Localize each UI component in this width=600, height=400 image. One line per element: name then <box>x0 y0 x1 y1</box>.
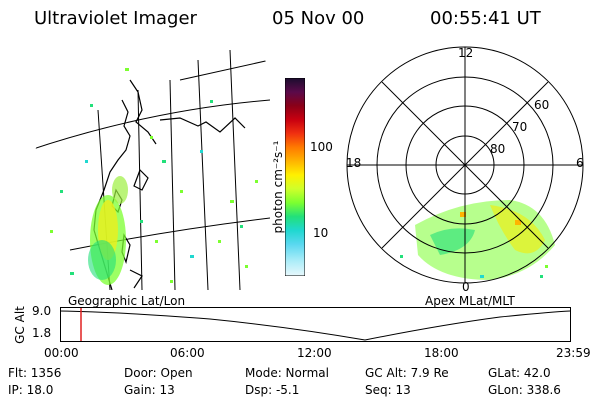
info-seq: Seq: 13 <box>365 383 411 397</box>
polar-emission <box>400 200 555 280</box>
lat-label-70: 70 <box>512 120 528 134</box>
info-glat: GLat: 42.0 <box>488 366 551 380</box>
timeline-x-tick-0000: 00:00 <box>44 346 79 360</box>
timeline-x-tick-0600: 06:00 <box>170 346 205 360</box>
colorbar-unit-label: photon cm⁻²s⁻¹ <box>271 140 285 234</box>
mlt-label-0: 0 <box>462 280 470 294</box>
mlt-label-18: 18 <box>346 156 362 170</box>
timeline-x-tick-1800: 18:00 <box>424 346 459 360</box>
colorbar <box>285 78 305 276</box>
info-flt: Flt: 1356 <box>8 366 62 380</box>
geo-grid <box>30 49 270 290</box>
colorbar-tick-10: 10 <box>313 226 329 240</box>
timeline-y-tick-9: 9.0 <box>32 304 52 318</box>
app-title: Ultraviolet Imager <box>34 8 197 29</box>
lat-label-80: 80 <box>490 142 506 156</box>
timeline-y-title: GC Alt <box>13 306 27 344</box>
info-glon: GLon: 338.6 <box>488 383 561 397</box>
mlt-label-6: 6 <box>576 156 584 170</box>
lat-label-60: 60 <box>534 98 550 112</box>
info-gc-alt: GC Alt: 7.9 Re <box>365 366 449 380</box>
timeline-plot <box>60 307 571 342</box>
mlt-label-12: 12 <box>458 46 474 60</box>
timeline-x-tick-2359: 23:59 <box>556 346 591 360</box>
date-label: 05 Nov 00 <box>272 8 365 29</box>
info-gain: Gain: 13 <box>124 383 175 397</box>
info-mode: Mode: Normal <box>245 366 329 380</box>
geographic-image <box>30 49 270 290</box>
info-dsp: Dsp: -5.1 <box>245 383 300 397</box>
timeline-x-tick-1200: 12:00 <box>297 346 332 360</box>
auroral-emission <box>88 176 128 285</box>
polar-grid <box>346 46 584 284</box>
colorbar-tick-100: 100 <box>310 140 333 154</box>
info-door: Door: Open <box>124 366 193 380</box>
geographic-label: Geographic Lat/Lon <box>68 294 186 308</box>
apex-label: Apex MLat/MLT <box>425 294 515 308</box>
timeline-y-tick-1-8: 1.8 <box>32 326 52 340</box>
noise-pixels <box>50 68 258 283</box>
time-label: 00:55:41 UT <box>430 8 541 29</box>
polar-plot <box>346 46 584 284</box>
info-ip: IP: 18.0 <box>8 383 54 397</box>
